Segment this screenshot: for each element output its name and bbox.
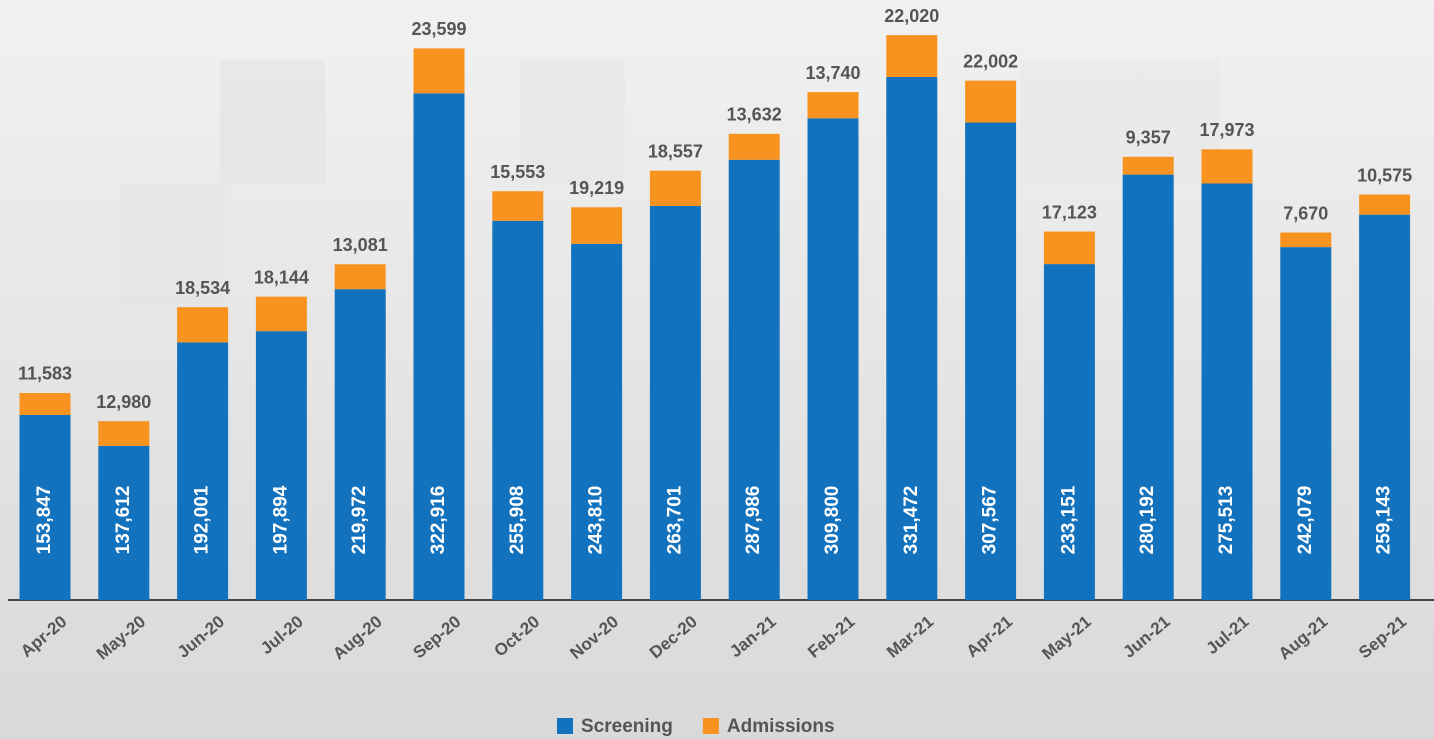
bar-segment [413, 93, 465, 601]
bar-segment [492, 191, 544, 221]
bar-segment [571, 243, 623, 600]
total-label: 18,144 [254, 267, 309, 287]
bar-segment [255, 296, 307, 332]
value-label: 197,894 [270, 485, 291, 554]
value-label: 219,972 [349, 486, 370, 555]
total-label: 13,740 [805, 63, 860, 83]
bar-segment [571, 207, 623, 244]
bar-segment [649, 205, 701, 600]
value-label: 275,513 [1216, 486, 1237, 555]
bar-segment [886, 77, 938, 600]
bar-segment [1280, 232, 1332, 248]
bar-segment [177, 307, 229, 343]
bar-segment [334, 289, 386, 600]
total-label: 7,670 [1283, 203, 1328, 223]
bar-segment [807, 118, 859, 600]
bar-segment [1043, 264, 1095, 600]
bar-segment [334, 264, 386, 290]
total-label: 12,980 [96, 392, 151, 412]
value-label: 259,143 [1374, 486, 1395, 555]
total-label: 15,553 [490, 162, 545, 182]
total-label: 19,219 [569, 178, 624, 198]
total-label: 11,583 [18, 364, 72, 384]
value-label: 243,810 [586, 486, 607, 555]
bar-segment [1359, 194, 1411, 215]
bar-segment [1359, 214, 1411, 600]
bar-segment [649, 170, 701, 206]
total-label: 10,575 [1357, 165, 1412, 185]
bar-segment [177, 342, 229, 600]
legend-swatch [557, 718, 573, 734]
total-label: 18,534 [175, 278, 230, 298]
bar-segment [1201, 183, 1253, 601]
total-label: 18,557 [648, 141, 703, 161]
bar-segment [965, 122, 1017, 601]
legend-swatch [702, 718, 719, 734]
value-label: 137,612 [113, 486, 134, 555]
total-label: 17,123 [1042, 202, 1097, 222]
bar-segment [965, 80, 1017, 123]
bar-segment [1201, 149, 1253, 184]
bg-tile [220, 60, 325, 185]
bar-segment [255, 331, 307, 600]
bg-tile [1020, 60, 1220, 185]
total-label: 22,020 [884, 6, 939, 26]
value-label: 280,192 [1137, 486, 1158, 555]
value-label: 331,472 [901, 486, 922, 555]
bg-tile [120, 185, 225, 310]
bar-segment [1280, 247, 1332, 601]
bar-segment [1043, 231, 1095, 265]
value-label: 242,079 [1295, 486, 1316, 555]
bar-segment [728, 159, 780, 600]
legend-label: Admissions [727, 716, 835, 737]
bg-tile [520, 60, 625, 185]
bar-segment [98, 421, 150, 446]
bar-segment [728, 133, 780, 160]
value-label: 309,800 [822, 486, 843, 555]
value-label: 322,916 [428, 486, 449, 555]
value-label: 233,151 [1058, 485, 1079, 554]
total-label: 13,081 [333, 235, 388, 255]
bar-segment [19, 392, 71, 416]
total-label: 17,973 [1199, 120, 1254, 140]
value-label: 263,701 [664, 485, 685, 554]
total-label: 23,599 [411, 19, 466, 39]
value-label: 153,847 [34, 486, 55, 555]
value-label: 192,001 [192, 485, 213, 554]
bar-segment [98, 445, 150, 600]
bar-segment [19, 415, 71, 600]
total-label: 13,632 [727, 105, 782, 125]
bar-segment [492, 220, 544, 600]
total-label: 22,002 [963, 51, 1018, 71]
bar-segment [1122, 174, 1174, 601]
value-label: 255,908 [507, 486, 528, 555]
value-label: 287,986 [743, 486, 764, 555]
bar-segment [413, 48, 465, 94]
bar-segment [807, 92, 859, 119]
bar-segment [886, 35, 938, 78]
total-label: 9,357 [1126, 128, 1171, 148]
value-label: 307,567 [980, 486, 1001, 555]
legend-label: Screening [581, 716, 673, 737]
bar-segment [1122, 156, 1174, 175]
